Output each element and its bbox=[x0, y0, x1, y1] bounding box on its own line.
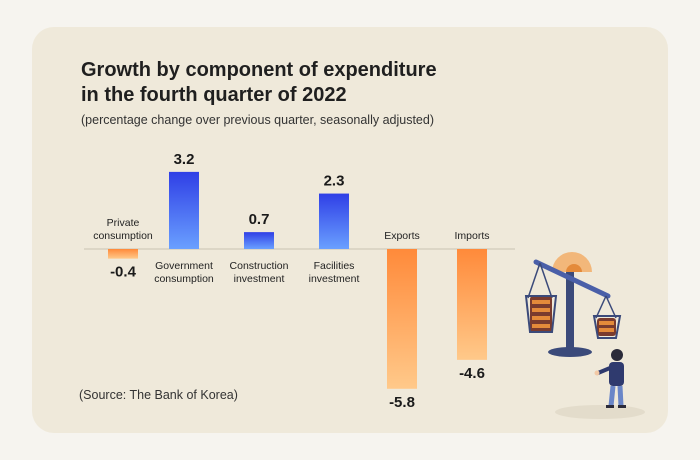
chart-title-line-1: Growth by component of expenditure bbox=[81, 59, 437, 81]
source-note: (Source: The Bank of Korea) bbox=[79, 388, 238, 402]
bar-government-consumption bbox=[169, 171, 199, 249]
value-label-private-consumption: -0.4 bbox=[110, 264, 137, 281]
category-label-private-consumption: Private consumption bbox=[93, 217, 153, 242]
chart-card bbox=[32, 27, 668, 433]
bar-construction-investment bbox=[244, 232, 274, 249]
value-label-construction-investment: 0.7 bbox=[249, 211, 270, 228]
bar-facilities-investment bbox=[319, 193, 349, 249]
value-label-facilities-investment: 2.3 bbox=[324, 173, 345, 190]
category-label-imports: Imports bbox=[454, 230, 489, 242]
chart-title-line-2: in the fourth quarter of 2022 bbox=[81, 84, 347, 106]
category-label-facilities-investment: Facilities investment bbox=[309, 260, 360, 285]
chart-subtitle: (percentage change over previous quarter… bbox=[81, 113, 434, 127]
bar-exports bbox=[387, 249, 417, 389]
category-label-construction-investment: Construction investment bbox=[230, 260, 289, 285]
value-label-government-consumption: 3.2 bbox=[174, 151, 195, 168]
category-label-exports: Exports bbox=[384, 230, 420, 242]
category-label-government-consumption: Government consumption bbox=[154, 260, 214, 285]
chart-title: Growth by component of expenditure in th… bbox=[81, 58, 501, 108]
value-label-imports: -4.6 bbox=[459, 365, 485, 382]
bar-imports bbox=[457, 249, 487, 360]
value-label-exports: -5.8 bbox=[389, 394, 415, 411]
bar-private-consumption bbox=[108, 249, 138, 259]
balance-scale-illustration bbox=[524, 252, 645, 419]
